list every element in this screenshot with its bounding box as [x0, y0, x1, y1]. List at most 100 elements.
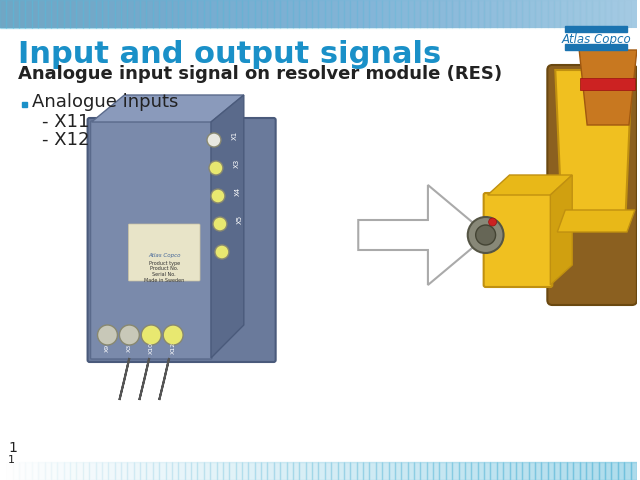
Bar: [76, 0, 83, 28]
Bar: [51, 462, 58, 480]
Bar: [497, 0, 503, 28]
Bar: [446, 462, 452, 480]
Bar: [427, 0, 433, 28]
Bar: [19, 462, 26, 480]
Bar: [127, 0, 134, 28]
Bar: [337, 0, 344, 28]
Text: X10: X10: [148, 342, 154, 354]
Text: Analogue input signal on resolver module (RES): Analogue input signal on resolver module…: [18, 65, 502, 83]
Bar: [363, 462, 369, 480]
Bar: [611, 462, 618, 480]
Text: 1: 1: [8, 455, 15, 465]
Bar: [580, 462, 586, 480]
Bar: [605, 462, 611, 480]
Bar: [83, 0, 89, 28]
Bar: [179, 462, 185, 480]
Bar: [598, 0, 605, 28]
Bar: [440, 0, 446, 28]
Bar: [185, 462, 191, 480]
Bar: [121, 0, 127, 28]
Text: X9: X9: [105, 344, 110, 352]
Bar: [197, 0, 204, 28]
Bar: [115, 462, 121, 480]
Text: Made in Sweden: Made in Sweden: [144, 278, 184, 284]
Bar: [255, 462, 261, 480]
Bar: [64, 0, 70, 28]
Bar: [401, 462, 408, 480]
Bar: [216, 0, 223, 28]
Bar: [89, 462, 95, 480]
Bar: [337, 462, 344, 480]
Bar: [166, 0, 172, 28]
Text: X3: X3: [127, 344, 132, 352]
Bar: [535, 0, 541, 28]
Text: Analogue inputs: Analogue inputs: [32, 93, 178, 111]
Text: Product No.: Product No.: [150, 266, 179, 272]
Bar: [153, 462, 159, 480]
Bar: [38, 462, 45, 480]
Bar: [280, 462, 287, 480]
Bar: [127, 462, 134, 480]
Bar: [223, 0, 229, 28]
Bar: [459, 0, 465, 28]
Polygon shape: [579, 50, 637, 125]
Bar: [159, 462, 166, 480]
Bar: [70, 0, 76, 28]
Bar: [490, 0, 497, 28]
Bar: [64, 462, 70, 480]
Bar: [140, 0, 147, 28]
Bar: [204, 462, 210, 480]
Bar: [153, 0, 159, 28]
Bar: [159, 0, 166, 28]
Bar: [268, 462, 274, 480]
Bar: [236, 462, 242, 480]
Bar: [618, 0, 624, 28]
Bar: [58, 462, 64, 480]
Circle shape: [468, 217, 504, 253]
Bar: [13, 0, 19, 28]
Bar: [248, 0, 255, 28]
Bar: [0, 0, 6, 28]
Bar: [350, 0, 356, 28]
Bar: [45, 462, 51, 480]
Bar: [89, 0, 95, 28]
Text: X5: X5: [236, 215, 243, 224]
Bar: [293, 462, 300, 480]
Bar: [535, 462, 541, 480]
Bar: [22, 102, 27, 107]
Bar: [484, 0, 490, 28]
Bar: [440, 462, 446, 480]
Bar: [586, 462, 592, 480]
Bar: [376, 0, 382, 28]
Bar: [446, 0, 452, 28]
Bar: [45, 0, 51, 28]
Bar: [586, 0, 592, 28]
Bar: [369, 0, 376, 28]
Bar: [32, 462, 38, 480]
Bar: [38, 0, 45, 28]
Bar: [408, 462, 414, 480]
Bar: [420, 462, 427, 480]
FancyBboxPatch shape: [484, 193, 552, 287]
Bar: [242, 462, 248, 480]
Bar: [548, 0, 554, 28]
Circle shape: [476, 225, 495, 245]
Bar: [58, 0, 64, 28]
Bar: [516, 0, 522, 28]
Bar: [312, 0, 319, 28]
Circle shape: [207, 133, 221, 147]
Bar: [51, 0, 58, 28]
Polygon shape: [557, 210, 635, 232]
Bar: [382, 462, 388, 480]
Bar: [172, 0, 179, 28]
Bar: [611, 0, 618, 28]
Bar: [541, 462, 548, 480]
FancyBboxPatch shape: [129, 224, 200, 281]
Text: Atlas Copco: Atlas Copco: [561, 34, 631, 47]
Bar: [503, 0, 509, 28]
Bar: [592, 0, 598, 28]
Bar: [420, 0, 427, 28]
FancyBboxPatch shape: [90, 121, 212, 359]
Bar: [287, 462, 293, 480]
Bar: [565, 44, 627, 50]
